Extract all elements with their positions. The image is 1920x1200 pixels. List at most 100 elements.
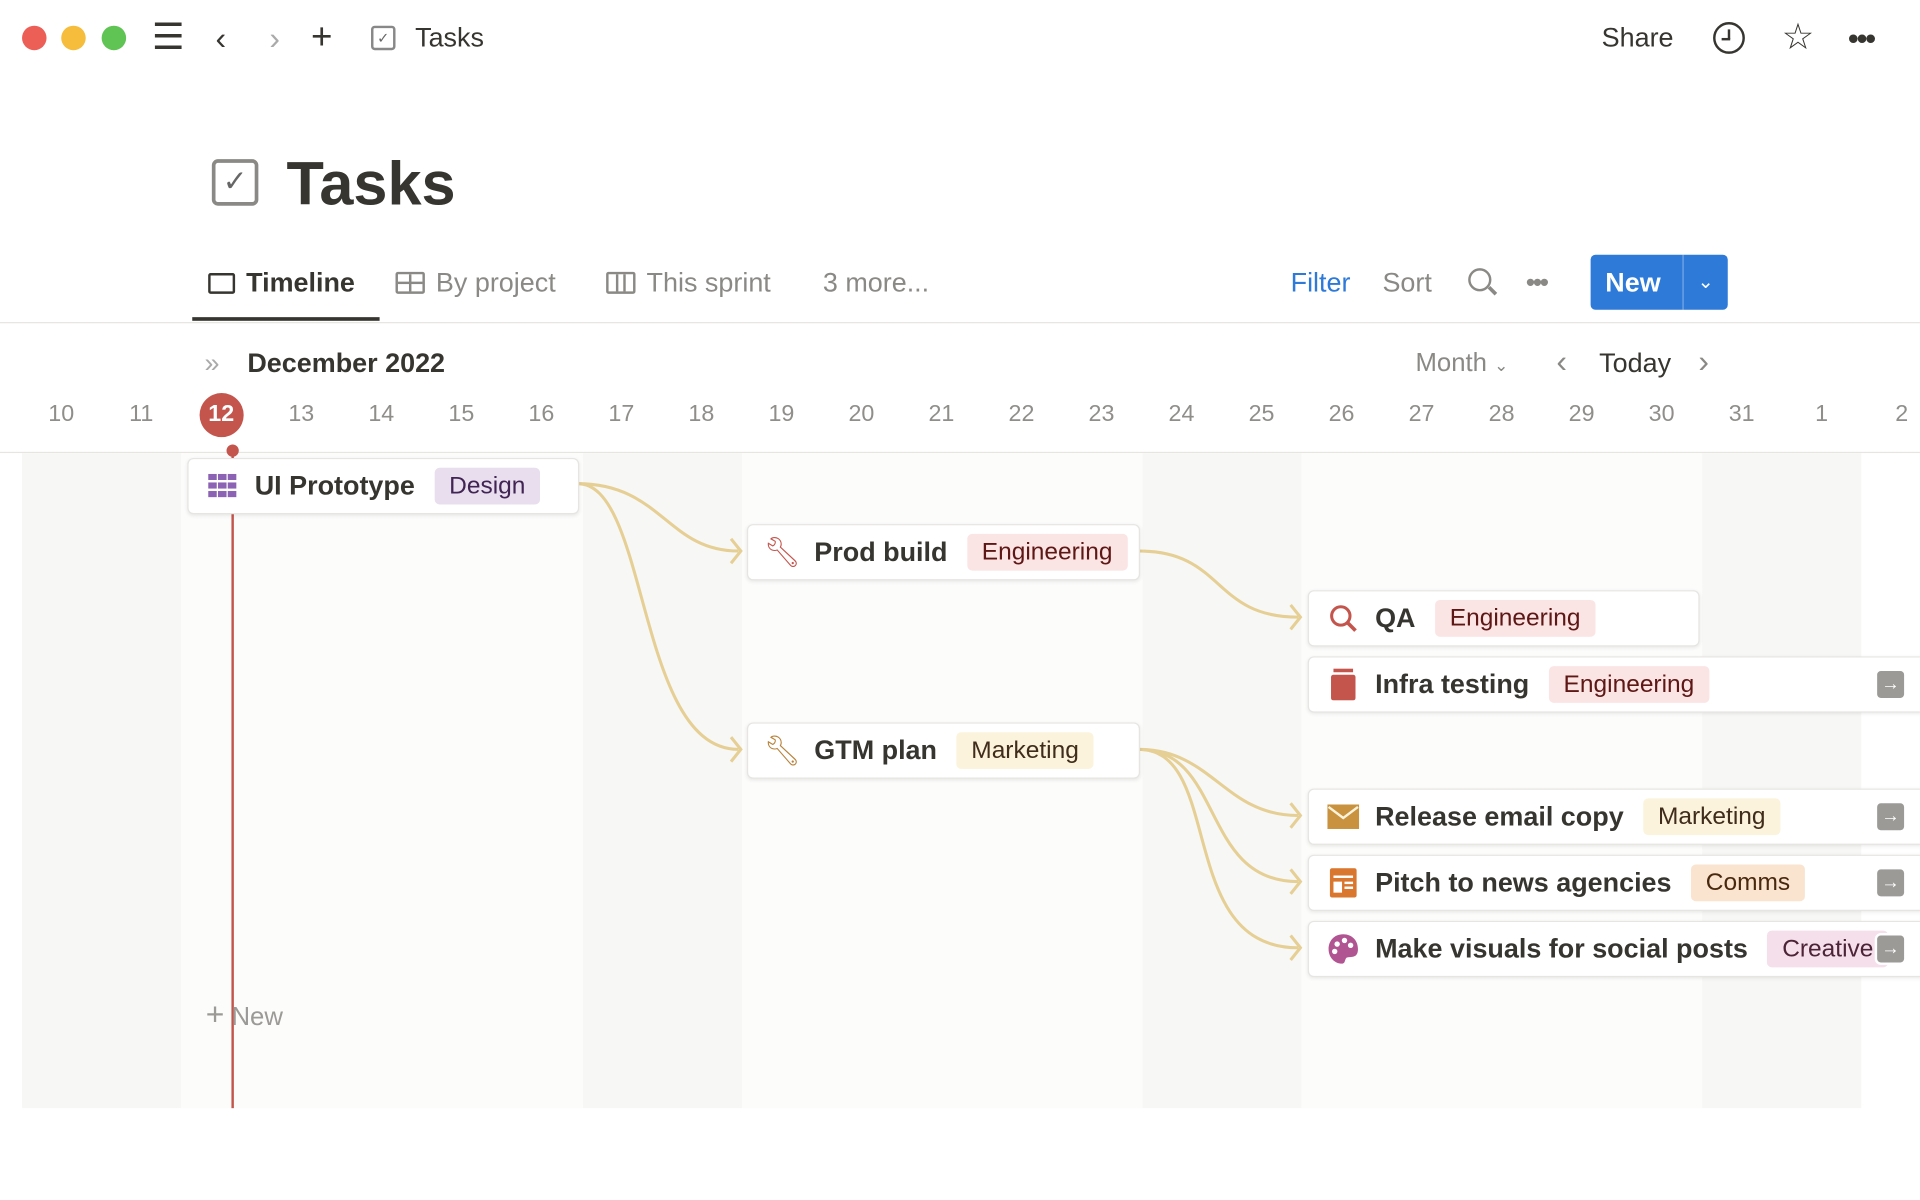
active-tab-indicator [192,317,380,321]
tab-more[interactable]: 3 more... [822,266,930,298]
close-window-button[interactable] [22,25,47,51]
tag-engineering: Engineering [967,533,1128,571]
day-label: 24 [1168,401,1195,428]
minimize-window-button[interactable] [61,25,86,51]
tab-label: Timeline [246,266,355,298]
task-name: Release email copy [1375,800,1624,832]
connector-prodbuild-qa [1138,549,1298,619]
connector-gtmplan-visuals [1138,747,1298,950]
tag-engineering: Engineering [1435,600,1596,637]
tag-comms: Comms [1691,864,1805,902]
weekday-column [181,453,583,1109]
day-label: 15 [448,401,475,428]
day-label: 17 [608,401,635,428]
previous-icon[interactable]: ‹ [1556,342,1567,380]
day-label: 21 [928,401,955,428]
board-icon [606,271,636,294]
breadcrumb-page[interactable]: Tasks [415,22,484,53]
task-card-pitch-to-news-agencies[interactable]: Pitch to news agencies Comms → [1307,854,1920,912]
task-card-ui-prototype[interactable]: UI Prototype Design [187,457,580,515]
maximize-window-button[interactable] [101,25,127,51]
weekend-column [1702,453,1862,1109]
back-icon[interactable]: ‹ [215,19,227,57]
tag-design: Design [434,467,541,505]
new-button[interactable]: New [1605,266,1661,298]
today-button[interactable]: Today [1599,347,1672,379]
chevron-down-icon: ⌄ [1494,355,1509,375]
expand-sidebar-icon[interactable]: » [204,347,220,379]
scale-label: Month [1415,348,1487,378]
day-label: 20 [848,401,875,428]
day-label: 16 [528,401,555,428]
menu-icon[interactable]: ☰ [151,17,185,58]
task-card-prod-build[interactable]: 🔧︎ Prod build Engineering [746,524,1141,581]
share-button[interactable]: Share [1601,22,1674,53]
open-arrow-icon[interactable]: → [1877,671,1905,698]
favorite-star-icon[interactable]: ☆ [1781,17,1815,58]
next-icon[interactable]: › [1698,342,1709,380]
database-icon [1326,667,1360,701]
divider [0,322,1920,324]
newspaper-icon [1326,866,1360,900]
open-arrow-icon[interactable]: → [1877,869,1905,897]
tab-label: By project [435,266,556,298]
page-title: Tasks [286,149,456,218]
task-name: QA [1375,602,1416,634]
page-checkbox-icon: ✓ [211,159,259,206]
day-label: 30 [1648,401,1675,428]
open-arrow-icon[interactable]: → [1877,803,1905,831]
filter-button[interactable]: Filter [1290,266,1351,298]
more-options-icon[interactable]: ••• [1847,19,1877,57]
tag-marketing: Marketing [1643,798,1781,836]
arrowhead [729,736,743,763]
day-label: 18 [688,401,715,428]
tab-timeline[interactable]: Timeline [208,262,355,304]
arrowhead [1289,868,1303,895]
task-card-make-visuals[interactable]: Make visuals for social posts Creative → [1307,920,1920,978]
arrowhead [1289,934,1303,961]
connector-gtmplan-release [1138,747,1298,818]
task-card-infra-testing[interactable]: Infra testing Engineering → [1307,656,1920,713]
timeline-icon [208,272,236,294]
search-icon[interactable] [1468,268,1498,296]
day-label: 2 [1895,401,1909,428]
magnifier-icon [1326,601,1360,635]
task-card-gtm-plan[interactable]: 🔧︎ GTM plan Marketing [746,722,1141,779]
tab-by-project[interactable]: By project [395,262,556,304]
day-label: 27 [1408,401,1435,428]
add-new-task-button[interactable]: + New [206,997,283,1035]
day-label: 11 [129,401,154,428]
day-label: 22 [1008,401,1035,428]
arrowhead [729,537,743,565]
more-view-options-icon[interactable]: ••• [1525,266,1549,298]
tag-engineering: Engineering [1548,666,1709,703]
task-name: UI Prototype [254,470,415,501]
day-label: 28 [1488,401,1515,428]
task-card-qa[interactable]: QA Engineering [1307,590,1700,647]
sort-button[interactable]: Sort [1382,266,1432,298]
open-arrow-icon[interactable]: → [1877,935,1905,963]
day-label: 19 [768,401,795,428]
history-icon[interactable] [1713,22,1745,54]
task-card-release-email-copy[interactable]: Release email copy Marketing → [1307,788,1920,845]
day-label: 29 [1568,401,1595,428]
connector-gtmplan-pitch [1138,747,1298,884]
task-name: Pitch to news agencies [1375,866,1672,898]
day-label: 10 [48,401,75,428]
tab-this-sprint[interactable]: This sprint [606,262,771,304]
task-name: Make visuals for social posts [1375,933,1748,964]
palette-icon [1326,932,1360,966]
weekday-column [1301,453,1703,1109]
day-label: 26 [1328,401,1355,428]
add-page-icon[interactable]: + [311,17,333,58]
task-name: Prod build [814,536,948,567]
day-label: 25 [1248,401,1275,428]
tag-marketing: Marketing [956,732,1094,769]
forward-icon[interactable]: › [269,19,281,57]
month-label: December 2022 [247,347,446,379]
scale-dropdown[interactable]: Month ⌄ [1416,347,1509,383]
weekend-column [22,453,182,1109]
new-dropdown-chevron-icon[interactable]: ⌄ [1697,271,1714,293]
